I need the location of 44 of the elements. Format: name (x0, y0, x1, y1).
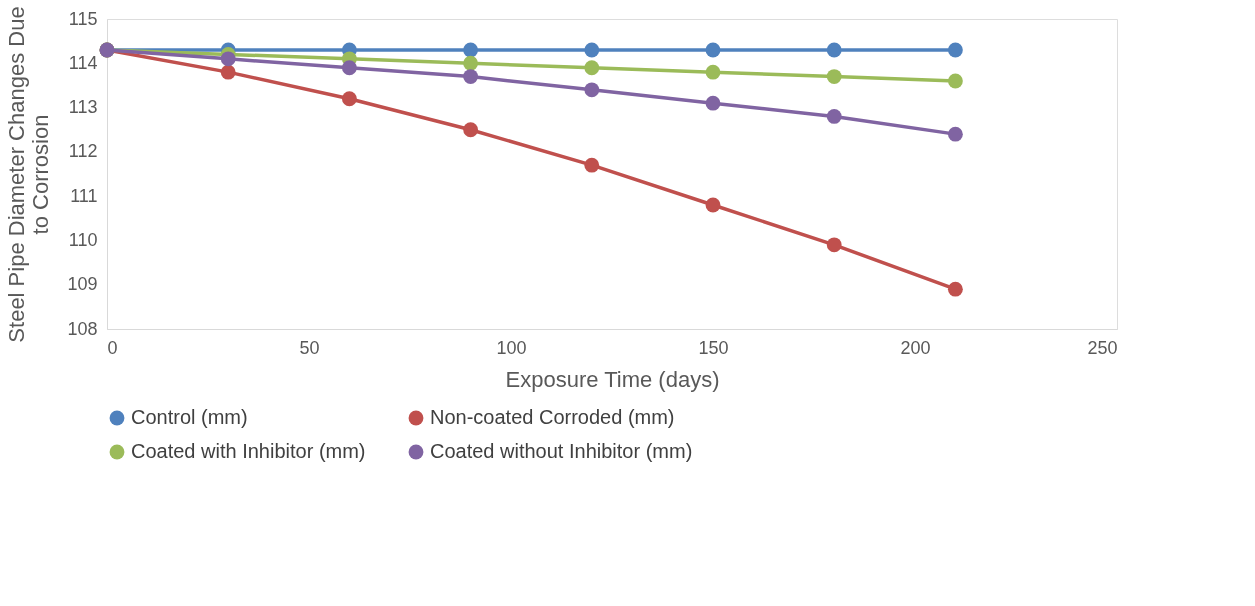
point (584, 82, 600, 98)
y-axis-title: Steel Pipe Diameter Changes Due to Corrosion (4, 6, 54, 343)
point (463, 69, 479, 84)
point (705, 197, 721, 213)
point (947, 126, 963, 142)
legend-label: Coated without Inhibitor (mm) (430, 440, 693, 462)
y-tick-label: 114 (68, 52, 98, 73)
point (584, 60, 600, 76)
x-tick-label: 250 (1087, 337, 1118, 358)
legend-label: Non-coated Corroded (mm) (430, 406, 675, 428)
point (705, 64, 721, 80)
point (463, 55, 479, 71)
y-tick-label: 112 (68, 141, 98, 162)
legend-label: Control (mm) (131, 406, 248, 428)
point (463, 42, 479, 58)
y-tick-label: 111 (70, 185, 98, 206)
y-tick-label: 110 (68, 229, 98, 250)
point (584, 42, 600, 58)
point (705, 95, 721, 111)
legend-label: Coated with Inhibitor (mm) (131, 440, 366, 462)
y-tick-label: 109 (67, 274, 98, 295)
x-tick-label: 0 (107, 337, 118, 358)
point (341, 91, 357, 107)
point (947, 73, 963, 89)
point (220, 51, 236, 67)
point (220, 64, 236, 80)
point (826, 109, 842, 124)
x-tick-label: 200 (900, 337, 931, 358)
point (463, 122, 479, 138)
y-tick-label: 108 (67, 318, 98, 339)
point (584, 157, 600, 173)
point (826, 237, 842, 253)
x-tick-label: 150 (698, 337, 729, 358)
y-tick-label: 113 (68, 97, 98, 118)
y-tick-label: 115 (68, 8, 98, 29)
point (705, 42, 721, 58)
point (947, 42, 963, 58)
point (947, 281, 963, 297)
x-tick-label: 50 (299, 337, 320, 358)
x-tick-label: 100 (496, 337, 527, 358)
point (826, 69, 842, 84)
point (826, 42, 842, 58)
x-axis-title: Exposure Time (days) (505, 366, 720, 392)
point (341, 60, 357, 76)
